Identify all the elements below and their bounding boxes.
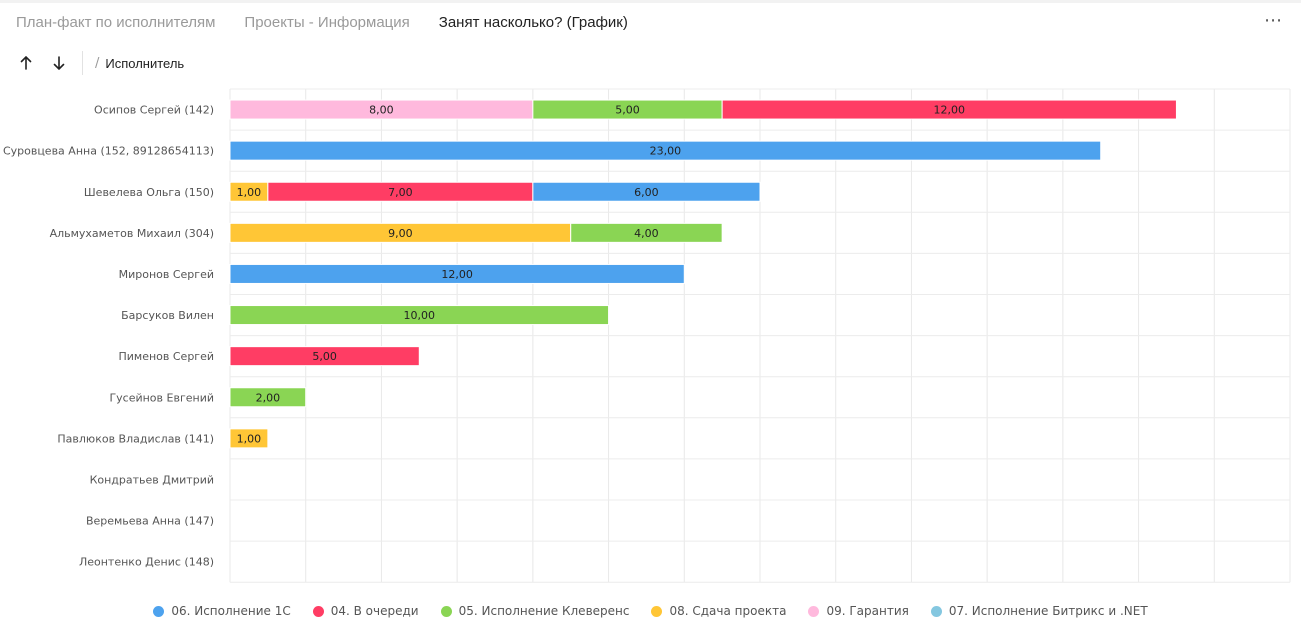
tab-plan-fact[interactable]: План-факт по исполнителям [16,14,216,31]
bar-segment [229,428,269,449]
legend-marker-icon [312,605,324,617]
x-tick-label: 24 [1132,589,1146,590]
legend-item[interactable]: 05. Исполнение Клеверенс [440,604,630,618]
x-tick-label: 26 [1207,589,1221,590]
x-tick-label: 6 [454,589,461,590]
tab-busy-chart[interactable]: Занят насколько? (График) [438,14,628,31]
category-label: Веремьева Анна (147) [86,515,214,528]
x-tick-label: 16 [829,589,843,590]
toolbar: / Исполнитель [16,51,185,75]
legend-marker-icon [808,605,820,617]
legend-label: 08. Сдача проекта [669,604,787,618]
data-label: 9,00 [388,227,413,240]
data-label: 5,00 [312,350,337,363]
legend-marker-icon [930,605,942,617]
toolbar-divider [82,51,83,75]
breadcrumb-field[interactable]: Исполнитель [105,55,185,71]
bar-segment [532,181,761,202]
x-tick-label: 18 [904,589,918,590]
bar-segment [229,140,1102,161]
legend-label: 06. Исполнение 1С [171,604,291,618]
data-label: 4,00 [634,227,659,240]
category-label: Пименов Сергей [118,350,214,363]
data-label: 12,00 [934,104,966,117]
legend-item[interactable]: 08. Сдача проекта [651,604,786,618]
stacked-bar-chart: 0246810121416182022242628Осипов Сергей (… [3,88,1297,590]
sort-descending-button[interactable] [49,53,69,73]
data-label: 10,00 [404,309,436,322]
legend-item[interactable]: 04. В очереди [312,604,419,618]
chart-legend: 06. Исполнение 1С 04. В очереди 05. Исполн… [0,604,1301,618]
bar-segment [229,263,685,284]
category-label: Альмухаметов Михаил (304) [50,227,214,240]
bar-segment [721,99,1177,120]
x-tick-label: 10 [602,589,616,590]
x-tick-label: 28 [1283,589,1297,590]
x-tick-label: 8 [529,589,536,590]
category-label: Кондратьев Дмитрий [90,473,214,486]
category-label: Осипов Сергей (142) [94,104,214,117]
x-tick-label: 20 [980,589,994,590]
bar-segment [229,346,420,367]
data-label: 6,00 [634,186,659,199]
x-tick-label: 14 [753,589,767,590]
more-menu-icon[interactable]: ⋯ [1264,10,1283,31]
tab-projects-info[interactable]: Проекты - Информация [244,14,410,31]
legend-marker-icon [153,605,165,617]
arrow-up-icon [20,56,32,70]
arrow-down-icon [53,56,65,70]
top-border [0,0,1301,3]
legend-item[interactable]: 06. Исполнение 1С [153,604,291,618]
category-label: Суровцева Анна (152, 89128654113) [3,145,214,158]
data-label: 2,00 [256,391,281,404]
bar-segment [229,305,610,326]
x-tick-label: 0 [227,589,234,590]
bar-segment [570,222,723,243]
data-label: 1,00 [237,432,262,445]
legend-label: 09. Гарантия [826,604,909,618]
legend-label: 07. Исполнение Битрикс и .NET [948,604,1148,618]
x-tick-label: 2 [302,589,309,590]
data-label: 8,00 [369,104,394,117]
x-tick-label: 12 [677,589,691,590]
breadcrumb-separator: / [95,55,100,71]
data-label: 12,00 [441,268,473,281]
bar-segment [229,387,307,408]
legend-marker-icon [651,605,663,617]
data-label: 23,00 [650,145,682,158]
legend-label: 04. В очереди [330,604,419,618]
data-label: 7,00 [388,186,413,199]
category-label: Леонтенко Денис (148) [79,556,214,569]
data-label: 1,00 [237,186,262,199]
legend-item[interactable]: 09. Гарантия [808,604,909,618]
tab-bar: План-факт по исполнителям Проекты - Инфо… [16,14,628,38]
category-label: Гусейнов Евгений [109,391,214,404]
legend-label: 05. Исполнение Клеверенс [458,604,630,618]
category-label: Павлюков Владислав (141) [57,432,214,445]
x-tick-label: 4 [378,589,385,590]
category-label: Миронов Сергей [119,268,214,281]
data-label: 5,00 [615,104,640,117]
category-label: Шевелева Ольга (150) [84,186,214,199]
sort-ascending-button[interactable] [16,53,36,73]
category-label: Барсуков Вилен [121,309,214,322]
x-tick-label: 22 [1056,589,1070,590]
legend-item[interactable]: 07. Исполнение Битрикс и .NET [930,604,1148,618]
legend-marker-icon [440,605,452,617]
